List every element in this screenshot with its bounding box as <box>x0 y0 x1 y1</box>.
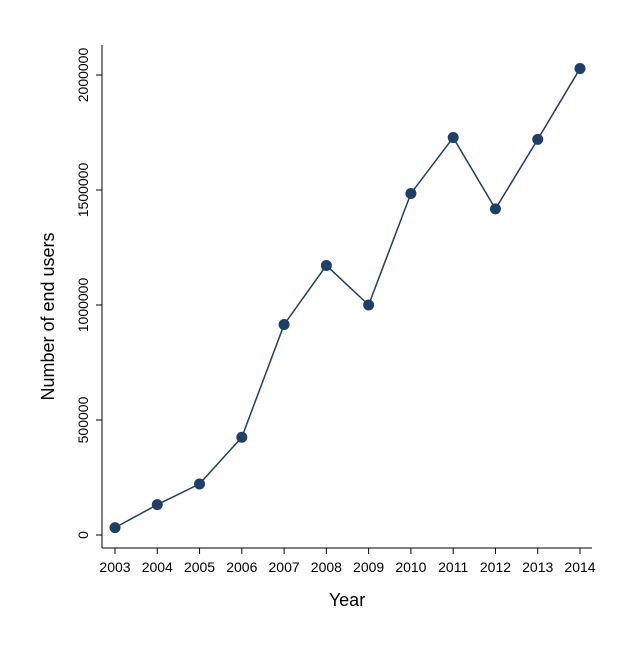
data-point-2010 <box>405 187 417 199</box>
x-tick-label: 2009 <box>353 559 384 575</box>
y-tick-label: 0 <box>75 531 91 539</box>
series-layer <box>109 63 586 534</box>
data-point-2014 <box>574 63 586 75</box>
data-point-2011 <box>447 132 459 144</box>
data-point-2009 <box>363 299 375 311</box>
data-point-2012 <box>489 203 501 215</box>
x-tick-label: 2011 <box>438 559 468 575</box>
x-tick-label: 2008 <box>311 559 342 575</box>
x-axis-ticks: 2003 2004 2005 2006 2007 2008 2009 2010 2011 2012… <box>99 548 596 575</box>
x-tick-label: 2010 <box>395 559 426 575</box>
data-point-2013 <box>532 133 544 145</box>
y-tick-label: 1500000 <box>75 163 91 218</box>
data-point-2007 <box>278 319 290 331</box>
x-tick-label: 2014 <box>564 559 595 575</box>
x-tick-label: 2005 <box>184 559 215 575</box>
x-tick-label: 2007 <box>269 559 300 575</box>
x-axis-title: Year <box>329 590 365 610</box>
x-tick-label: 2012 <box>480 559 511 575</box>
data-point-2003 <box>109 522 121 534</box>
x-tick-label: 2013 <box>522 559 553 575</box>
x-tick-label: 2004 <box>142 559 173 575</box>
data-point-2004 <box>151 499 163 511</box>
y-tick-label: 1000000 <box>75 278 91 333</box>
chart-axes <box>101 45 592 549</box>
y-tick-label: 2000000 <box>75 48 91 103</box>
y-axis-ticks: 0 500000 1000000 1500000 2000000 <box>75 48 102 539</box>
y-axis-title: Number of end users <box>38 232 58 400</box>
x-tick-label: 2003 <box>99 559 130 575</box>
x-tick-label: 2006 <box>226 559 257 575</box>
series-line <box>114 68 581 529</box>
y-tick-label: 500000 <box>75 396 91 443</box>
data-point-2006 <box>236 431 248 443</box>
data-point-2008 <box>320 259 332 271</box>
data-point-2005 <box>194 478 206 490</box>
